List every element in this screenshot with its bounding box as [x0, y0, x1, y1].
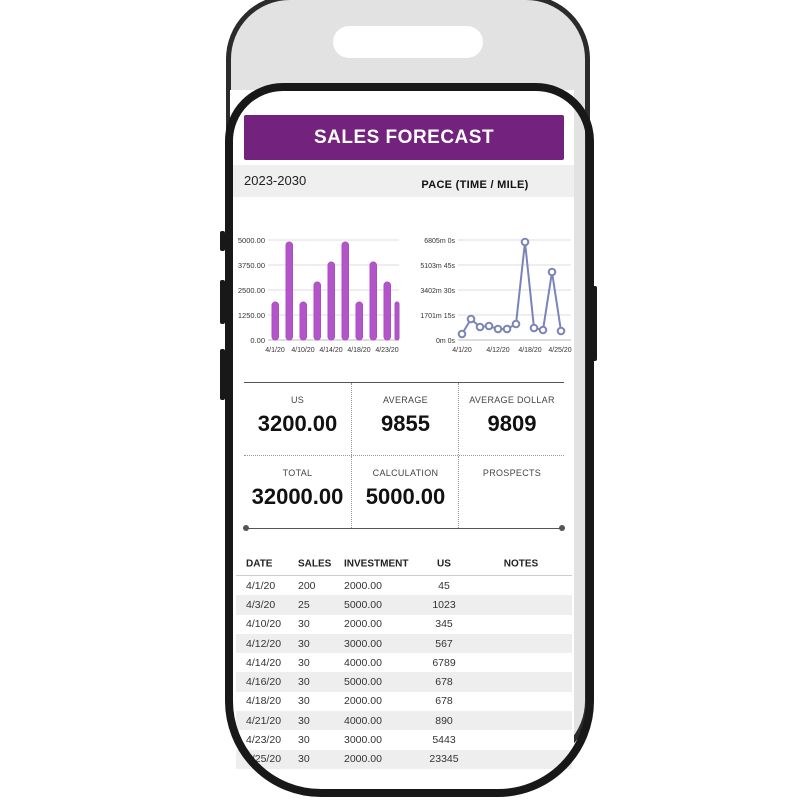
svg-text:0m 0s: 0m 0s: [436, 338, 456, 345]
svg-text:5000.00: 5000.00: [238, 236, 265, 245]
svg-text:4/14/20: 4/14/20: [319, 347, 342, 354]
svg-text:3750.00: 3750.00: [238, 261, 265, 270]
svg-text:4/25/20: 4/25/20: [548, 347, 571, 354]
svg-text:4/1/20: 4/1/20: [452, 347, 472, 354]
svg-text:4/1/20: 4/1/20: [265, 347, 285, 354]
svg-text:1701m 15s: 1701m 15s: [420, 313, 455, 320]
svg-text:3402m 30s: 3402m 30s: [420, 288, 455, 295]
svg-text:4/18/20: 4/18/20: [518, 347, 541, 354]
svg-text:0.00: 0.00: [250, 336, 265, 345]
svg-text:6805m 0s: 6805m 0s: [424, 238, 455, 245]
svg-text:5103m 45s: 5103m 45s: [420, 263, 455, 270]
svg-text:4/23/20: 4/23/20: [375, 347, 398, 354]
svg-text:1250.00: 1250.00: [238, 311, 265, 320]
svg-text:4/12/20: 4/12/20: [486, 347, 509, 354]
svg-text:4/18/20: 4/18/20: [347, 347, 370, 354]
svg-text:2500.00: 2500.00: [238, 286, 265, 295]
svg-text:4/10/20: 4/10/20: [291, 347, 314, 354]
